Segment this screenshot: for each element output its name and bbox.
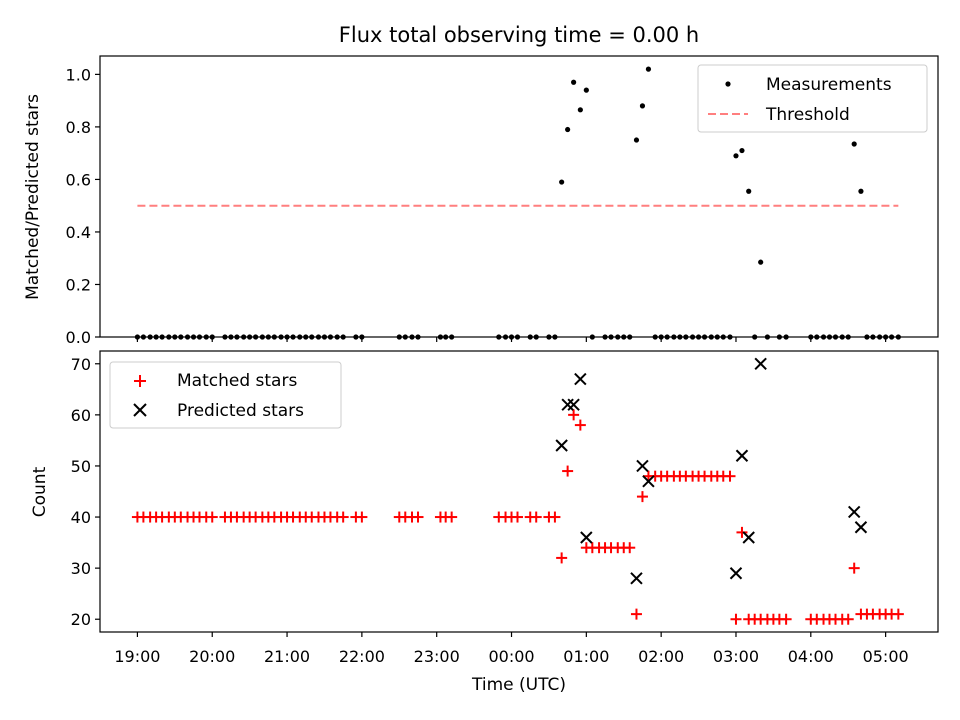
x-tick-label: 04:00 — [788, 647, 834, 666]
matched-star-point — [630, 608, 642, 620]
y-tick-label: 40 — [71, 508, 91, 527]
predicted-star-point — [636, 459, 649, 473]
measurement-point — [565, 126, 571, 133]
matched-star-point — [842, 613, 854, 625]
legend-matched-label: Matched stars — [177, 371, 297, 391]
top-legend-box — [697, 64, 928, 133]
bottom-y-axis-label: Count — [30, 466, 50, 517]
matched-star-point — [568, 409, 580, 421]
y-tick-label: 70 — [71, 355, 91, 374]
predicted-star-point — [580, 531, 593, 544]
y-tick-label: 60 — [71, 406, 91, 425]
predicted-star-point — [729, 567, 743, 580]
bottom-y-ticks: 20 30 40 50 60 70 — [71, 355, 100, 629]
y-tick-label: 0.0 — [66, 328, 91, 347]
matched-star-point — [892, 608, 904, 620]
x-tick-label: 20:00 — [189, 647, 235, 666]
matched-star-point — [724, 470, 736, 482]
top-legend: Measurements Threshold — [697, 64, 928, 133]
x-tick-label: 22:00 — [339, 647, 385, 666]
y-tick-label: 0.6 — [66, 170, 91, 189]
matched-star-point — [574, 419, 586, 431]
bottom-legend-box — [109, 361, 342, 429]
top-y-axis-label: Matched/Predicted stars — [23, 94, 43, 300]
measurement-point — [645, 66, 652, 72]
y-tick-label: 0.2 — [66, 275, 91, 294]
x-tick-label: 03:00 — [713, 647, 759, 666]
chart-title: Flux total observing time = 0.00 h — [339, 23, 699, 47]
predicted-star-point — [847, 505, 861, 519]
matched-star-point — [549, 511, 561, 523]
matched-star-point — [780, 613, 792, 625]
top-panel: 0.0 0.2 0.4 0.6 0.8 1.0 Matched/Predicted sta… — [23, 55, 939, 347]
measurement-point — [746, 188, 752, 194]
matched-star-point — [556, 552, 568, 564]
predicted-star-point — [742, 531, 755, 544]
bottom-x-ticks: 19:00 20:00 21:00 22:00 23:00 00:00 01:00 02:00… — [114, 632, 909, 666]
predicted-star-point — [555, 439, 568, 452]
legend-measurements-label: Measurements — [766, 75, 892, 95]
matched-star-point — [624, 542, 636, 554]
bottom-panel: 20 30 40 50 60 70 19:00 20:00 21:00 22:00 23:00 00… — [30, 350, 939, 695]
top-x-ticks — [136, 337, 887, 342]
y-tick-label: 50 — [71, 457, 91, 476]
x-tick-label: 19:00 — [114, 647, 160, 666]
y-tick-label: 1.0 — [66, 65, 91, 84]
measurement-point — [633, 137, 640, 143]
matched-star-point — [530, 511, 542, 523]
x-tick-label: 21:00 — [264, 647, 310, 666]
matched-star-point — [337, 511, 349, 523]
predicted-star-point — [642, 475, 655, 488]
x-tick-label: 00:00 — [488, 647, 534, 666]
measurement-point — [559, 179, 565, 185]
bottom-legend: Matched stars Predicted stars — [109, 361, 342, 429]
predicted-star-point — [754, 357, 767, 370]
y-tick-label: 30 — [71, 559, 91, 578]
matched-star-point — [446, 511, 458, 523]
matched-star-point — [848, 562, 860, 574]
legend-threshold-label: Threshold — [765, 105, 850, 125]
measurement-point — [639, 103, 646, 109]
matched-star-point — [730, 613, 742, 625]
legend-predicted-label: Predicted stars — [177, 401, 304, 421]
x-tick-label: 05:00 — [863, 647, 909, 666]
legend-matched-marker — [134, 375, 146, 387]
predicted-star-point — [854, 521, 868, 534]
x-axis-label: Time (UTC) — [471, 675, 566, 695]
x-tick-label: 01:00 — [563, 647, 609, 666]
bottom-marks — [131, 357, 904, 625]
measurement-point — [733, 153, 739, 159]
predicted-star-point — [574, 372, 587, 386]
bottom-axes-frame — [99, 350, 939, 633]
predicted-star-point — [735, 449, 749, 462]
measurement-point — [577, 107, 583, 113]
matched-star-point — [562, 465, 574, 477]
measurement-point — [571, 79, 577, 85]
matched-star-point — [412, 511, 424, 523]
measurement-point — [758, 259, 764, 265]
legend-predicted-marker — [133, 403, 147, 417]
predicted-star-point — [567, 398, 580, 411]
matched-star-point — [356, 511, 368, 523]
top-axes-frame — [99, 55, 939, 338]
legend-measurements-marker — [725, 81, 731, 87]
matched-star-point — [512, 511, 524, 523]
measurement-point — [851, 141, 857, 147]
measurement-point — [739, 147, 745, 154]
matched-star-point — [636, 491, 648, 503]
y-tick-label: 20 — [71, 610, 91, 629]
x-tick-label: 23:00 — [414, 647, 460, 666]
measurement-point — [858, 188, 864, 194]
x-tick-label: 02:00 — [638, 647, 684, 666]
y-tick-label: 0.8 — [66, 118, 91, 137]
matched-star-point — [736, 526, 748, 538]
measurement-point — [583, 87, 589, 93]
predicted-star-point — [630, 572, 643, 585]
top-y-ticks: 0.0 0.2 0.4 0.6 0.8 1.0 — [66, 65, 100, 347]
y-tick-label: 0.4 — [66, 223, 91, 242]
matched-star-point — [206, 511, 218, 523]
